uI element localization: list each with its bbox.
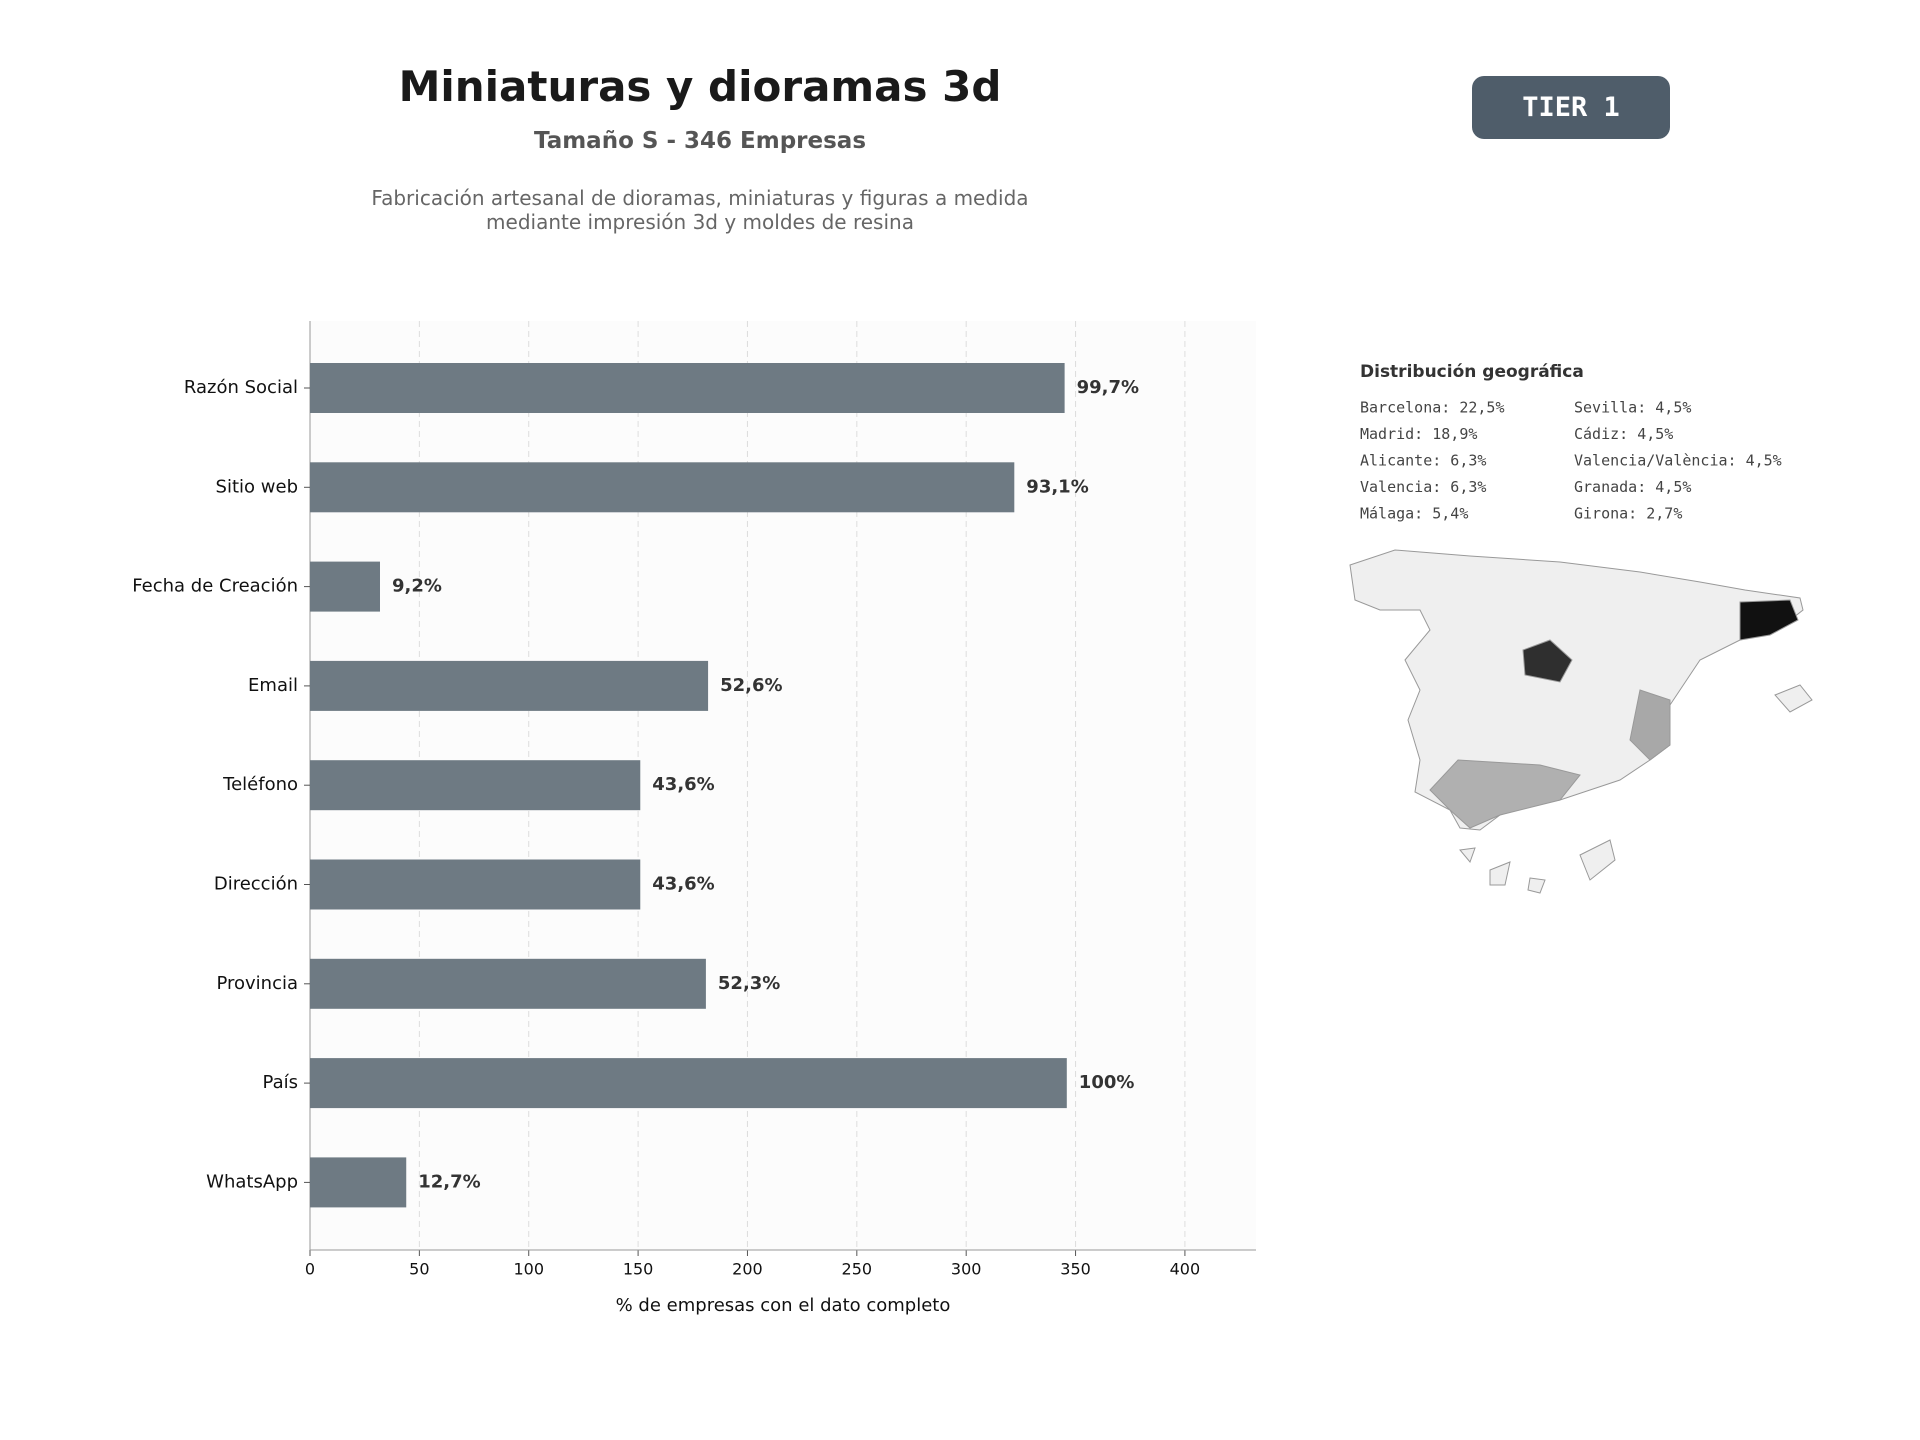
value-label: 100% [1079,1072,1135,1093]
x-tick-label: 350 [1060,1260,1091,1279]
geo-item: Valencia/València: 4,5% [1574,452,1782,470]
bar [310,1058,1067,1109]
tier-badge: TIER 1 [1472,76,1670,139]
y-tick-label: WhatsApp [206,1171,298,1192]
geo-item: Málaga: 5,4% [1360,505,1468,523]
geo-item: Valencia: 6,3% [1360,478,1486,496]
value-label: 9,2% [392,576,442,597]
bar [310,760,641,811]
value-label: 52,6% [720,675,782,696]
description: Fabricación artesanal de dioramas, minia… [371,186,1029,210]
x-tick-label: 150 [623,1260,654,1279]
description: mediante impresión 3d y moldes de resina [486,210,914,234]
value-label: 12,7% [418,1171,480,1192]
x-tick-label: 200 [732,1260,763,1279]
bar [310,660,709,711]
x-tick-label: 50 [409,1260,429,1279]
y-tick-label: Sitio web [216,476,298,497]
x-axis-label: % de empresas con el dato completo [616,1295,951,1316]
geo-item: Granada: 4,5% [1574,478,1691,496]
x-tick-label: 300 [951,1260,982,1279]
geo-item: Sevilla: 4,5% [1574,399,1691,417]
geo-item: Barcelona: 22,5% [1360,399,1505,417]
value-label: 93,1% [1026,476,1088,497]
y-tick-label: Email [248,675,298,696]
bar [310,363,1065,413]
x-tick-label: 0 [305,1260,315,1279]
x-tick-label: 400 [1170,1260,1201,1279]
y-tick-label: País [263,1072,298,1093]
x-tick-label: 250 [842,1260,873,1279]
geo-item: Madrid: 18,9% [1360,425,1477,443]
y-tick-label: Dirección [214,874,298,895]
x-tick-label: 100 [513,1260,544,1279]
value-label: 43,6% [652,774,714,795]
spain-map [1349,549,1813,894]
bar [310,859,641,910]
subtitle: Tamaño S - 346 Empresas [533,128,867,154]
y-tick-label: Teléfono [222,774,298,795]
geo-item: Cádiz: 4,5% [1574,425,1673,443]
bar [310,561,380,612]
y-tick-label: Fecha de Creación [132,576,298,597]
bar [310,958,706,1009]
y-tick-label: Razón Social [184,377,298,398]
bar [310,462,1015,513]
geo-title: Distribución geográfica [1360,362,1584,382]
bar [310,1157,407,1208]
title: Miniaturas y dioramas 3d [398,62,1002,111]
value-label: 99,7% [1077,377,1139,398]
y-tick-label: Provincia [216,973,298,994]
geo-item: Girona: 2,7% [1574,505,1682,523]
value-label: 43,6% [652,874,714,895]
value-label: 52,3% [718,973,780,994]
geo-item: Alicante: 6,3% [1360,452,1486,470]
